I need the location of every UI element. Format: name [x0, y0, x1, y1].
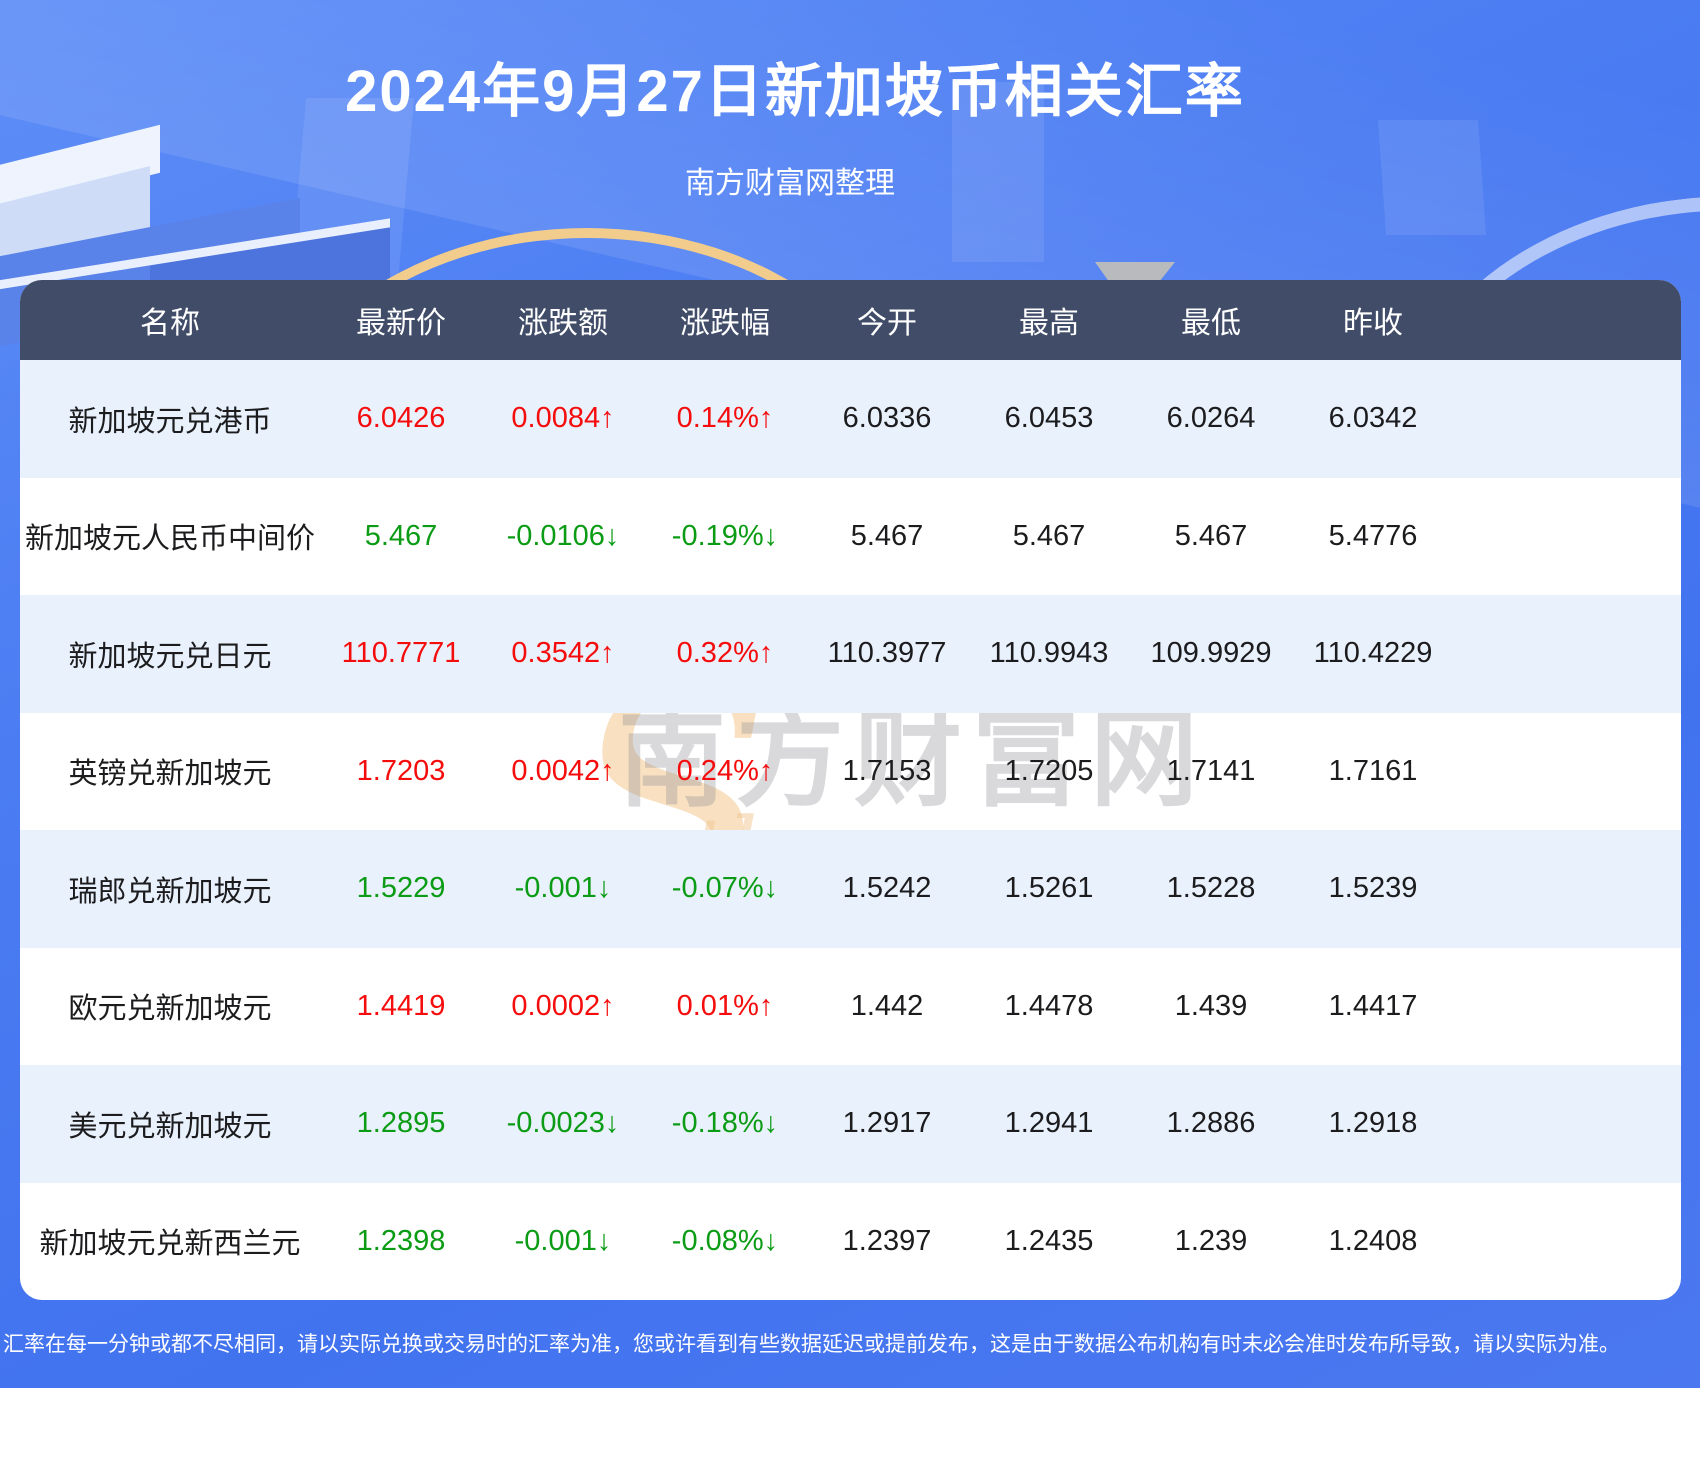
- table-row: 英镑兑新加坡元 1.7203 0.0042↑ 0.24%↑ 1.7153 1.7…: [20, 713, 1681, 831]
- page-title: 2024年9月27日新加坡币相关汇率: [345, 59, 1245, 124]
- latest-price: 110.7771: [341, 637, 461, 670]
- prev-close: 1.7161: [1328, 754, 1418, 787]
- table-row: 新加坡元兑日元 110.7771 0.3542↑ 0.32%↑ 110.3977…: [20, 595, 1681, 713]
- translucent-pane: [952, 82, 1044, 262]
- pair-name: 美元兑新加坡元: [68, 1110, 272, 1143]
- high-price: 1.4478: [1004, 989, 1094, 1022]
- pair-name: 新加坡元兑新西兰元: [39, 1228, 301, 1261]
- footer-disclaimer: 汇率在每一分钟或都不尽相同，请以实际兑换或交易时的汇率为准，您或许看到有些数据延…: [3, 1333, 1620, 1356]
- column-header-name: 名称: [140, 307, 200, 340]
- change-amount: -0.0023↓: [506, 1107, 620, 1140]
- open-price: 6.0336: [842, 402, 932, 435]
- column-header-pct: 涨跌幅: [680, 307, 770, 340]
- high-price: 1.2941: [1004, 1107, 1094, 1140]
- table-header-row: 名称 最新价 涨跌额 涨跌幅 今开 最高 最低 昨收: [20, 280, 1681, 360]
- latest-price: 1.4419: [356, 989, 446, 1022]
- open-price: 110.3977: [827, 637, 947, 670]
- prev-close: 1.4417: [1328, 989, 1418, 1022]
- low-price: 6.0264: [1166, 402, 1256, 435]
- latest-price: 6.0426: [356, 402, 446, 435]
- open-price: 5.467: [850, 519, 924, 552]
- table-row: 瑞郎兑新加坡元 1.5229 -0.001↓ -0.07%↓ 1.5242 1.…: [20, 830, 1681, 948]
- table-row: 新加坡元兑港币 6.0426 0.0084↑ 0.14%↑ 6.0336 6.0…: [20, 360, 1681, 478]
- change-amount: -0.001↓: [514, 872, 612, 905]
- open-price: 1.442: [850, 989, 924, 1022]
- low-price: 5.467: [1174, 519, 1248, 552]
- high-price: 1.7205: [1004, 754, 1094, 787]
- page-subtitle: 南方财富网整理: [685, 167, 895, 200]
- low-price: 1.5228: [1166, 872, 1256, 905]
- prev-close: 5.4776: [1328, 519, 1418, 552]
- low-price: 109.9929: [1150, 637, 1272, 670]
- column-header-low: 最低: [1181, 307, 1241, 340]
- latest-price: 1.7203: [356, 754, 446, 787]
- pair-name: 新加坡元人民币中间价: [24, 523, 315, 556]
- prev-close: 1.2408: [1328, 1224, 1418, 1257]
- table-row: 美元兑新加坡元 1.2895 -0.0023↓ -0.18%↓ 1.2917 1…: [20, 1065, 1681, 1183]
- change-amount: -0.0106↓: [506, 519, 620, 552]
- latest-price: 5.467: [364, 519, 438, 552]
- high-price: 1.2435: [1004, 1224, 1094, 1257]
- column-header-high: 最高: [1019, 307, 1079, 340]
- pair-name: 英镑兑新加坡元: [68, 758, 272, 791]
- gold-arc-decoration: [252, 228, 922, 748]
- table-row: 新加坡元兑新西兰元 1.2398 -0.001↓ -0.08%↓ 1.2397 …: [20, 1183, 1681, 1301]
- gray-wedge-decoration: [1095, 262, 1175, 280]
- low-price: 1.7141: [1166, 754, 1256, 787]
- prev-close: 1.2918: [1328, 1107, 1418, 1140]
- change-percent: 0.32%↑: [676, 637, 774, 670]
- high-price: 5.467: [1012, 519, 1086, 552]
- latest-price: 1.2895: [356, 1107, 446, 1140]
- low-price: 1.239: [1174, 1224, 1248, 1257]
- open-price: 1.2397: [842, 1224, 932, 1257]
- change-amount: 0.3542↑: [511, 637, 615, 670]
- high-price: 1.5261: [1004, 872, 1094, 905]
- pair-name: 瑞郎兑新加坡元: [68, 875, 272, 908]
- high-price: 110.9943: [989, 637, 1109, 670]
- change-percent: 0.14%↑: [676, 402, 774, 435]
- latest-price: 1.2398: [356, 1224, 446, 1257]
- change-percent: 0.01%↑: [676, 989, 774, 1022]
- column-header-prev: 昨收: [1343, 307, 1403, 340]
- prev-close: 6.0342: [1328, 402, 1418, 435]
- column-header-open: 今开: [857, 307, 917, 340]
- change-amount: 0.0042↑: [511, 754, 615, 787]
- change-percent: 0.24%↑: [676, 754, 774, 787]
- prev-close: 1.5239: [1328, 872, 1418, 905]
- pair-name: 新加坡元兑港币: [68, 405, 272, 438]
- pair-name: 新加坡元兑日元: [68, 640, 272, 673]
- open-price: 1.2917: [842, 1107, 932, 1140]
- change-amount: -0.001↓: [514, 1224, 612, 1257]
- change-amount: 0.0002↑: [511, 989, 615, 1022]
- change-percent: -0.08%↓: [671, 1224, 779, 1257]
- table-body: 新加坡元兑港币 6.0426 0.0084↑ 0.14%↑ 6.0336 6.0…: [20, 360, 1681, 1300]
- high-price: 6.0453: [1004, 402, 1094, 435]
- exchange-rate-table: S 南方财富网 outhmoney.com 名称 最新价 涨跌额 涨跌幅 今开 …: [20, 280, 1681, 1300]
- low-price: 1.2886: [1166, 1107, 1256, 1140]
- change-percent: -0.18%↓: [671, 1107, 779, 1140]
- prev-close: 110.4229: [1313, 637, 1433, 670]
- latest-price: 1.5229: [356, 872, 446, 905]
- column-header-latest: 最新价: [356, 307, 446, 340]
- table-row: 欧元兑新加坡元 1.4419 0.0002↑ 0.01%↑ 1.442 1.44…: [20, 948, 1681, 1066]
- open-price: 1.7153: [842, 754, 932, 787]
- pair-name: 欧元兑新加坡元: [68, 993, 272, 1026]
- open-price: 1.5242: [842, 872, 932, 905]
- table-row: 新加坡元人民币中间价 5.467 -0.0106↓ -0.19%↓ 5.467 …: [20, 478, 1681, 596]
- change-percent: -0.19%↓: [671, 519, 779, 552]
- column-header-change: 涨跌额: [518, 307, 608, 340]
- low-price: 1.439: [1174, 989, 1248, 1022]
- change-amount: 0.0084↑: [511, 402, 615, 435]
- change-percent: -0.07%↓: [671, 872, 779, 905]
